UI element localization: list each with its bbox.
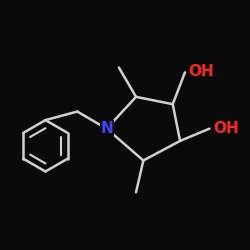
Text: N: N <box>100 121 113 136</box>
Text: OH: OH <box>213 121 239 136</box>
Text: OH: OH <box>189 64 214 79</box>
